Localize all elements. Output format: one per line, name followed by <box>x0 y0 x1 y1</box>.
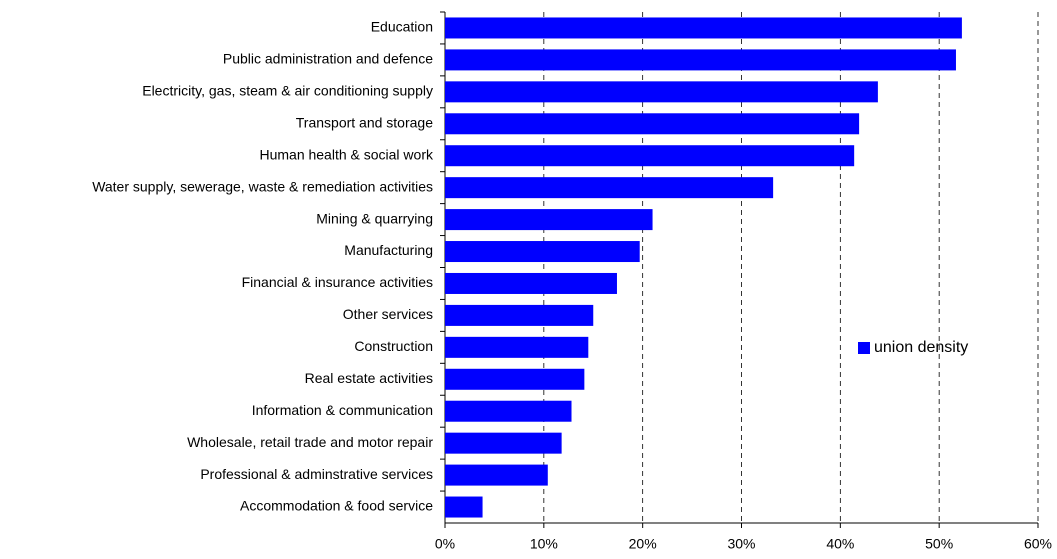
y-tick-label: Transport and storage <box>296 114 433 130</box>
bar <box>445 177 774 199</box>
y-tick-label: Public administration and defence <box>223 51 433 67</box>
x-tick-label: 0% <box>435 536 455 552</box>
x-tick-label: 10% <box>530 536 558 552</box>
bar <box>445 81 878 103</box>
y-tick-label: Human health & social work <box>259 146 434 162</box>
y-tick-label: Accommodation & food service <box>240 498 433 514</box>
bar <box>445 272 617 294</box>
bar <box>445 432 562 454</box>
bar <box>445 49 956 71</box>
bar <box>445 496 483 518</box>
y-tick-label: Professional & adminstrative services <box>200 466 433 482</box>
bar <box>445 17 962 39</box>
bar <box>445 400 572 422</box>
bar <box>445 113 860 135</box>
legend-swatch <box>858 342 870 354</box>
y-tick-label: Manufacturing <box>344 242 433 258</box>
bar <box>445 241 640 263</box>
y-tick-label: Wholesale, retail trade and motor repair <box>187 434 433 450</box>
x-tick-label: 40% <box>826 536 854 552</box>
bar <box>445 464 548 486</box>
x-tick-label: 60% <box>1024 536 1052 552</box>
y-tick-label: Real estate activities <box>305 370 433 386</box>
y-tick-label: Water supply, sewerage, waste & remediat… <box>92 178 433 194</box>
bar <box>445 209 653 231</box>
bar <box>445 368 585 390</box>
y-tick-label: Financial & insurance activities <box>242 274 433 290</box>
y-tick-label: Education <box>371 19 433 35</box>
x-tick-label: 20% <box>629 536 657 552</box>
y-tick-label: Mining & quarrying <box>316 210 433 226</box>
y-tick-label: Electricity, gas, steam & air conditioni… <box>142 83 433 99</box>
bar <box>445 304 594 326</box>
legend-label: union density <box>874 339 968 356</box>
bar <box>445 145 855 167</box>
x-tick-label: 30% <box>727 536 755 552</box>
bar <box>445 336 589 358</box>
y-tick-label: Other services <box>343 306 433 322</box>
y-tick-label: Construction <box>354 338 433 354</box>
x-tick-label: 50% <box>925 536 953 552</box>
y-tick-label: Information & communication <box>252 402 433 418</box>
